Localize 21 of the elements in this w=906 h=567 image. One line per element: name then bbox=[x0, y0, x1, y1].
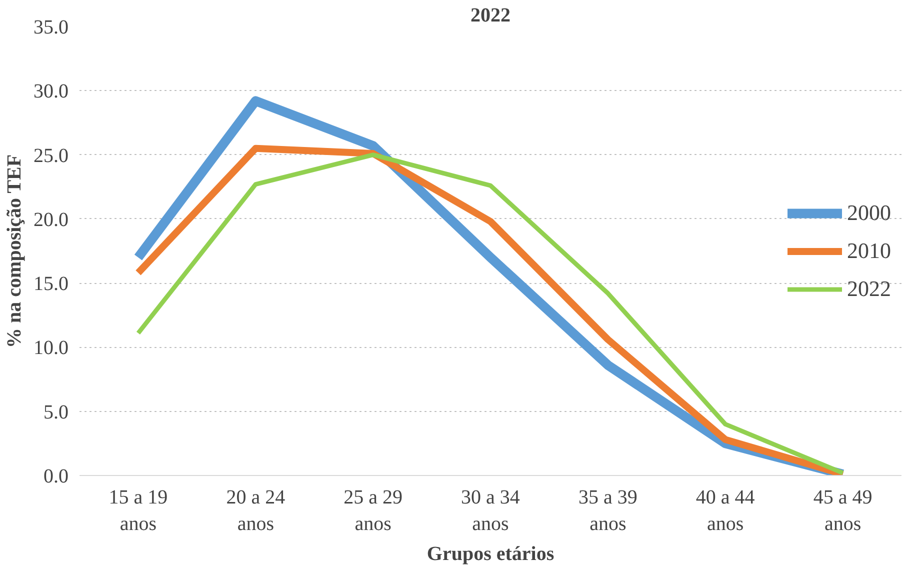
y-tick-label: 20.0 bbox=[34, 208, 68, 231]
y-axis-title: % na composição TEF bbox=[4, 154, 26, 348]
x-tick-label: 20 a 24 anos bbox=[226, 486, 286, 535]
y-tick-label: 25.0 bbox=[34, 144, 68, 167]
x-tick-label: 35 a 39 anos bbox=[578, 486, 638, 535]
chart-title: 2022 bbox=[470, 4, 510, 26]
x-tick-label: 30 a 34 anos bbox=[461, 486, 520, 535]
x-axis-title: Grupos etários bbox=[426, 542, 554, 565]
x-tick-label: 15 a 19 anos bbox=[108, 486, 168, 535]
legend-label: 2010 bbox=[847, 238, 891, 264]
legend-label: 2000 bbox=[847, 200, 891, 226]
y-tick-label: 15.0 bbox=[34, 273, 68, 296]
x-tick-label: 45 a 49 anos bbox=[813, 486, 872, 535]
y-tick-label: 5.0 bbox=[44, 401, 68, 424]
y-tick-label: 30.0 bbox=[34, 80, 68, 103]
y-tick-label: 10.0 bbox=[34, 337, 68, 360]
x-tick-label: 25 a 29 anos bbox=[344, 486, 403, 535]
y-tick-label: 35.0 bbox=[34, 16, 68, 38]
y-tick-label: 0.0 bbox=[44, 466, 68, 488]
legend-label: 2022 bbox=[847, 276, 891, 302]
x-tick-label: 40 a 44 anos bbox=[696, 486, 755, 535]
